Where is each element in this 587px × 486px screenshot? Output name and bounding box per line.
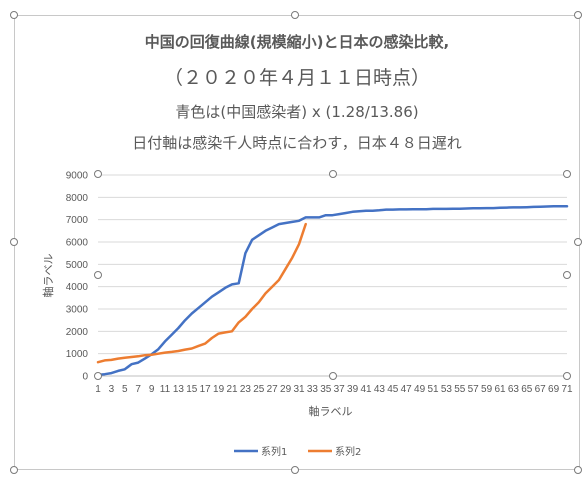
legend[interactable]: 系列1 系列2 [234, 445, 361, 458]
plot-handle-bottom-right[interactable] [563, 372, 571, 380]
x-tick-label: 15 [186, 384, 198, 395]
x-tick-label: 47 [401, 384, 413, 395]
x-tick-label: 61 [494, 384, 506, 395]
title-line-4: 日付軸は感染千人時点に合わす，日本４８日遅れ [132, 134, 462, 152]
y-tick-label: 7000 [66, 215, 89, 226]
x-tick-label: 51 [427, 384, 439, 395]
x-tick-label: 37 [334, 384, 346, 395]
x-axis-ticks: 1 3 5 7 9 11 13 15 17 19 21 23 25 27 29 31 33 35 37 39 41 43 4… [95, 384, 573, 395]
x-tick-label: 63 [508, 384, 520, 395]
x-tick-label: 19 [213, 384, 225, 395]
resize-handle-top-left[interactable] [10, 11, 18, 19]
resize-handle-bottom-middle[interactable] [291, 466, 299, 474]
legend-label-1: 系列1 [261, 445, 287, 458]
x-tick-label: 71 [561, 384, 573, 395]
plot-handle-top-left[interactable] [94, 170, 102, 178]
y-tick-label: 2000 [66, 327, 89, 338]
x-tick-label: 53 [441, 384, 453, 395]
x-tick-label: 49 [414, 384, 426, 395]
y-tick-label: 9000 [66, 171, 89, 182]
x-tick-label: 43 [374, 384, 386, 395]
x-tick-label: 41 [360, 384, 372, 395]
plot-handle-bottom-left[interactable] [94, 372, 102, 380]
resize-handle-top-right-corner[interactable] [574, 11, 582, 19]
x-tick-label: 23 [240, 384, 252, 395]
x-tick-label: 31 [293, 384, 305, 395]
y-tick-label: 0 [82, 372, 88, 383]
resize-handle-middle-right[interactable] [574, 238, 582, 246]
y-tick-label: 1000 [66, 349, 89, 360]
resize-handle-middle-left[interactable] [10, 238, 18, 246]
y-tick-label: 5000 [66, 260, 89, 271]
resize-handle-bottom-left[interactable] [10, 466, 18, 474]
x-tick-label: 9 [149, 384, 155, 395]
y-axis-title: 軸ラベル [41, 254, 55, 298]
plot-handle-middle-right[interactable] [563, 271, 571, 279]
series-line-1[interactable] [96, 205, 569, 377]
title-line-1: 中国の回復曲線(規模縮小)と日本の感染比較, [144, 33, 450, 51]
resize-handle-bottom-right[interactable] [574, 466, 582, 474]
x-tick-label: 35 [320, 384, 332, 395]
title-line-2: （２０２０年４月１１日時点） [163, 67, 430, 89]
x-tick-label: 21 [226, 384, 238, 395]
x-tick-label: 1 [95, 384, 101, 395]
y-tick-label: 3000 [66, 305, 89, 316]
plot-handle-top-middle[interactable] [329, 170, 337, 178]
y-tick-label: 4000 [66, 282, 89, 293]
x-tick-label: 13 [173, 384, 185, 395]
x-tick-label: 69 [548, 384, 560, 395]
x-tick-label: 3 [109, 384, 115, 395]
x-tick-label: 39 [347, 384, 359, 395]
x-tick-label: 45 [387, 384, 399, 395]
x-tick-label: 5 [122, 384, 128, 395]
x-tick-label: 17 [200, 384, 212, 395]
x-tick-label: 59 [481, 384, 493, 395]
y-axis-ticks: 0 1000 2000 3000 4000 5000 6000 7000 8000 9000 [66, 171, 89, 383]
series-lines [96, 205, 569, 377]
legend-label-2: 系列2 [335, 445, 361, 458]
x-axis-title: 軸ラベル [309, 404, 353, 418]
series-line-2[interactable] [96, 222, 307, 364]
title-line-3: 青色は(中国感染者) x (1.28/13.86) [175, 103, 419, 121]
x-tick-label: 25 [253, 384, 265, 395]
gridlines [98, 174, 567, 355]
y-tick-label: 6000 [66, 238, 89, 249]
y-tick-label: 8000 [66, 193, 89, 204]
x-tick-label: 67 [535, 384, 547, 395]
x-tick-label: 33 [307, 384, 319, 395]
plot-handle-top-right[interactable] [563, 170, 571, 178]
plot-handle-middle-left[interactable] [94, 271, 102, 279]
x-tick-label: 65 [521, 384, 533, 395]
x-tick-label: 11 [160, 384, 171, 395]
x-tick-label: 7 [135, 384, 141, 395]
x-tick-label: 27 [267, 384, 279, 395]
x-tick-label: 55 [454, 384, 466, 395]
resize-handle-top-right[interactable] [291, 11, 299, 19]
plot-handle-bottom-middle[interactable] [329, 372, 337, 380]
x-tick-label: 57 [468, 384, 480, 395]
x-tick-label: 29 [280, 384, 292, 395]
